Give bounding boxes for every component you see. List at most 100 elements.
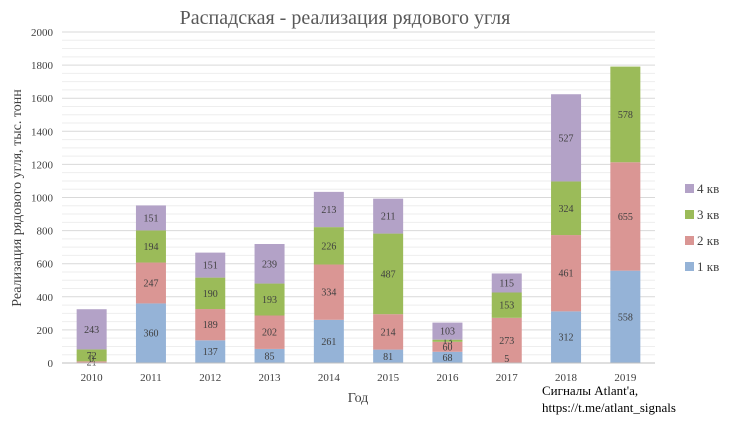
data-label: 151 xyxy=(143,213,158,224)
y-tick-label: 1200 xyxy=(31,159,54,171)
data-label: 153 xyxy=(499,301,514,312)
bar-segment xyxy=(195,252,226,278)
data-label: 193 xyxy=(262,295,277,306)
bar-segment xyxy=(551,311,582,363)
bar-segment xyxy=(373,349,404,363)
data-label: 211 xyxy=(381,212,396,223)
data-label: 334 xyxy=(321,288,336,299)
bar-segment xyxy=(254,348,285,363)
data-label: 273 xyxy=(499,336,514,347)
data-label: 85 xyxy=(265,351,275,362)
y-tick-label: 1400 xyxy=(31,126,54,138)
bar-segment xyxy=(254,244,285,284)
y-tick-label: 1000 xyxy=(31,193,54,205)
y-tick-label: 400 xyxy=(37,292,54,304)
bar-segment xyxy=(195,277,226,310)
legend-swatch xyxy=(685,262,694,271)
data-label: 527 xyxy=(559,133,574,144)
bar-segment xyxy=(551,94,582,182)
data-label: 239 xyxy=(262,259,277,270)
data-label: 202 xyxy=(262,328,277,339)
bar-segment xyxy=(313,264,344,320)
data-label: 103 xyxy=(440,327,455,338)
legend-swatch xyxy=(685,236,694,245)
bar-segment xyxy=(313,319,344,363)
data-label: 72 xyxy=(87,351,97,362)
bar-segment xyxy=(373,198,404,234)
data-label: 261 xyxy=(321,337,336,348)
bar-segment xyxy=(432,339,463,342)
x-tick-label: 2010 xyxy=(81,372,104,384)
legend-label: 1 кв xyxy=(697,259,719,274)
x-tick-label: 2014 xyxy=(318,372,341,384)
y-tick-label: 0 xyxy=(48,358,54,370)
bar-segment xyxy=(254,315,285,349)
chart-title: Распадская - реализация рядового угля xyxy=(180,7,511,29)
data-label: 189 xyxy=(203,320,218,331)
bar-segment xyxy=(610,66,641,163)
data-label: 194 xyxy=(143,242,158,253)
data-label: 461 xyxy=(559,269,574,280)
bar-segment xyxy=(610,270,641,363)
x-tick-label: 2019 xyxy=(614,372,637,384)
y-tick-label: 2000 xyxy=(31,27,54,39)
y-axis-title: Реализация рядового угля, тыс. тонн xyxy=(10,89,25,307)
data-label: 226 xyxy=(321,241,336,252)
x-tick-label: 2011 xyxy=(140,372,162,384)
bar-segment xyxy=(313,191,344,228)
x-axis-title: Год xyxy=(348,391,369,406)
bar-segment xyxy=(432,322,463,340)
bar-segment xyxy=(491,273,522,293)
bar-segment xyxy=(491,317,522,363)
bar-segment xyxy=(610,162,641,271)
bar-segment xyxy=(135,262,166,304)
x-tick-label: 2013 xyxy=(259,372,282,384)
legend-label: 3 кв xyxy=(697,207,719,222)
legend-label: 2 кв xyxy=(697,233,719,248)
data-label: 151 xyxy=(203,261,218,272)
data-label: 68 xyxy=(442,353,452,364)
data-label: 360 xyxy=(143,329,158,340)
x-tick-label: 2015 xyxy=(377,372,400,384)
data-label: 247 xyxy=(143,278,158,289)
credit-line-2: https://t.me/atlant_signals xyxy=(542,400,676,415)
bar-segment xyxy=(313,227,344,265)
x-tick-label: 2017 xyxy=(496,372,519,384)
data-label: 312 xyxy=(559,333,574,344)
data-label: 13 xyxy=(442,336,452,347)
bar-segment xyxy=(135,205,166,231)
y-axis-ticks: 0 200 400 600 800 1000 1200 1400 1600 1800 2000 xyxy=(31,27,54,370)
bar-segment xyxy=(135,303,166,363)
bar-segment xyxy=(373,314,404,350)
data-label: 655 xyxy=(618,212,633,223)
data-label: 137 xyxy=(203,347,218,358)
data-label: 81 xyxy=(383,352,393,363)
bar-segment xyxy=(135,230,166,263)
x-axis-ticks: 2010 2011 2012 2013 2014 2015 2016 2017 2018 2019 xyxy=(81,372,637,384)
bar-segment xyxy=(432,341,463,352)
y-tick-label: 1800 xyxy=(31,60,54,72)
bar-segment xyxy=(195,309,226,341)
bar-segment xyxy=(551,235,582,312)
data-label: 558 xyxy=(618,312,633,323)
bar-segment xyxy=(432,351,463,363)
x-tick-label: 2016 xyxy=(436,372,459,384)
bar-segment xyxy=(254,283,285,316)
data-label: 0 xyxy=(89,354,94,365)
data-label: 324 xyxy=(559,204,574,215)
y-tick-label: 200 xyxy=(37,325,54,337)
data-label: 190 xyxy=(203,289,218,300)
data-label: 5 xyxy=(504,354,509,365)
y-tick-label: 1600 xyxy=(31,93,54,105)
data-label: 213 xyxy=(321,205,336,216)
x-tick-label: 2018 xyxy=(555,372,578,384)
bar-segment xyxy=(76,361,107,363)
credit-note: Сигналы Atlant'a, https://t.me/atlant_si… xyxy=(542,382,676,416)
data-label: 115 xyxy=(499,278,514,289)
legend-label: 4 кв xyxy=(697,181,719,196)
legend-swatch xyxy=(685,210,694,219)
credit-line-1: Сигналы Atlant'a, xyxy=(542,383,639,398)
data-label: 243 xyxy=(84,325,99,336)
